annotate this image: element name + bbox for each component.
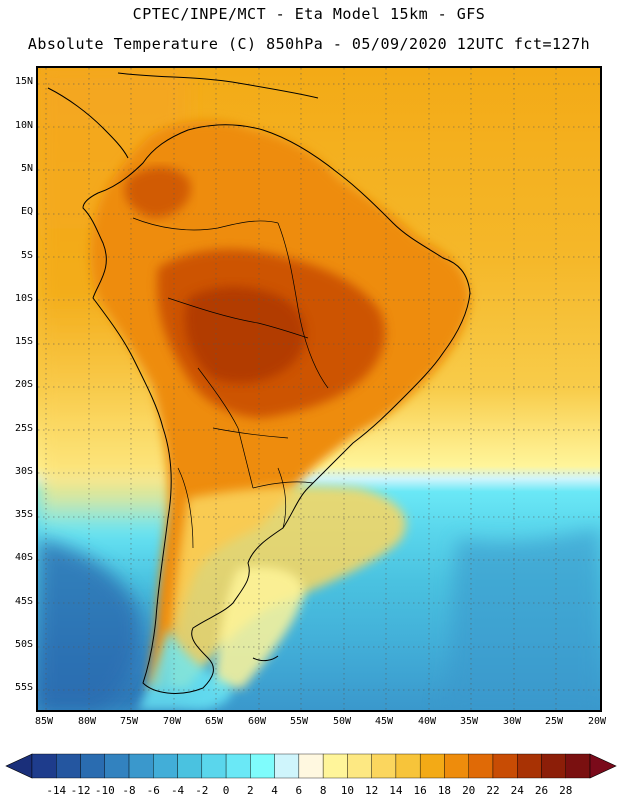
- legend-tick-label: -10: [94, 784, 115, 797]
- lat-label-45s: 45S: [14, 596, 33, 607]
- legend-tick-label: -12: [70, 784, 91, 797]
- legend-tick-label: 2: [247, 784, 254, 797]
- map-panel: [36, 66, 602, 712]
- legend-swatch: [250, 753, 275, 779]
- legend-swatch: [322, 753, 348, 779]
- lon-label-65w: 65W: [204, 716, 224, 727]
- legend-swatch: [541, 753, 566, 779]
- legend-swatch: [80, 753, 105, 779]
- legend-arrow-left: [5, 753, 33, 779]
- temperature-legend: [5, 753, 617, 779]
- lat-label-20s: 20S: [14, 379, 33, 390]
- legend-tick-label: 14: [389, 784, 403, 797]
- legend-swatch: [177, 753, 203, 779]
- legend-tick-label: 22: [486, 784, 500, 797]
- legend-tick-label: 20: [462, 784, 476, 797]
- coastlines: [47, 72, 471, 694]
- legend-tick-label: 8: [319, 784, 327, 797]
- lat-label-5n: 5N: [20, 163, 33, 174]
- legend-tick-label: 10: [340, 784, 355, 797]
- legend-swatch: [395, 753, 421, 779]
- lon-label-60w: 60W: [247, 716, 267, 727]
- caribbean-islands: [117, 72, 319, 99]
- lon-label-40w: 40W: [417, 716, 437, 727]
- lat-label-25s: 25S: [14, 423, 33, 434]
- lon-label-35w: 35W: [459, 716, 479, 727]
- legend-tick-label: 18: [437, 784, 452, 797]
- lat-label-15n: 15N: [14, 76, 33, 87]
- legend-tick-label: 26: [534, 784, 549, 797]
- country-borders: [132, 217, 329, 549]
- lon-label-85w: 85W: [34, 716, 54, 727]
- legend-tick-label: -2: [195, 784, 209, 797]
- legend-tick-label: 24: [510, 784, 524, 797]
- lon-label-30w: 30W: [502, 716, 522, 727]
- lon-label-80w: 80W: [77, 716, 97, 727]
- legend-tick-label: 0: [222, 784, 230, 797]
- legend-swatch: [56, 753, 81, 779]
- legend-swatch: [444, 753, 469, 779]
- legend-tick-label: -6: [146, 784, 160, 797]
- legend-arrow-right: [589, 753, 617, 779]
- legend-tick-label: -8: [122, 784, 136, 797]
- legend-tick-label: 4: [271, 784, 278, 797]
- legend-swatch: [419, 753, 445, 779]
- cold-pool-atlantic: [438, 528, 600, 710]
- lat-label-5s: 5S: [20, 250, 33, 261]
- graticule: [38, 68, 600, 710]
- lon-label-20w: 20W: [587, 716, 607, 727]
- legend-tick-label: 28: [559, 784, 573, 797]
- legend-tick-label: 16: [413, 784, 427, 797]
- lon-label-55w: 55W: [289, 716, 309, 727]
- lon-label-45w: 45W: [374, 716, 394, 727]
- south-america-coast: [82, 124, 471, 694]
- lat-label-15s: 15S: [14, 336, 33, 347]
- legend-swatch: [517, 753, 542, 779]
- lon-label-50w: 50W: [332, 716, 352, 727]
- legend-tick-label: -4: [170, 784, 185, 797]
- legend-swatch: [274, 753, 300, 779]
- legend-tick-label: 12: [365, 784, 379, 797]
- legend-swatch: [298, 753, 324, 779]
- lon-label-75w: 75W: [119, 716, 139, 727]
- legend-swatch: [201, 753, 227, 779]
- lat-label-40s: 40S: [14, 552, 33, 563]
- lat-label-eq: EQ: [20, 206, 33, 217]
- patagonia-band: [213, 566, 304, 688]
- hot-northwest: [124, 166, 191, 218]
- chart-subtitle: Absolute Temperature (C) 850hPa - 05/09/…: [27, 35, 591, 53]
- legend-swatch: [371, 753, 397, 779]
- legend-tick-label: -14: [46, 784, 67, 797]
- legend-swatch: [31, 753, 57, 779]
- legend-swatch: [225, 753, 251, 779]
- legend-swatch: [128, 753, 154, 779]
- legend-swatch: [104, 753, 130, 779]
- legend-swatch: [468, 753, 494, 779]
- lat-label-50s: 50S: [14, 639, 33, 650]
- legend-swatch: [565, 753, 591, 779]
- legend-swatch: [492, 753, 518, 779]
- central-america-coast: [47, 87, 129, 159]
- hot-core-inner: [184, 286, 306, 383]
- legend-swatch: [347, 753, 372, 779]
- lat-label-10s: 10S: [14, 293, 33, 304]
- tip-cold-strip: [138, 628, 232, 710]
- temperature-map: [38, 68, 600, 710]
- legend-swatch: [153, 753, 178, 779]
- legend-tick-label: 6: [295, 784, 303, 797]
- lat-label-55s: 55S: [14, 682, 33, 693]
- lon-label-25w: 25W: [544, 716, 564, 727]
- lon-label-70w: 70W: [162, 716, 182, 727]
- lat-label-30s: 30S: [14, 466, 33, 477]
- lat-label-35s: 35S: [14, 509, 33, 520]
- chart-title: CPTEC/INPE/MCT - Eta Model 15km - GFS: [132, 5, 486, 23]
- lat-label-10n: 10N: [14, 120, 33, 131]
- falklands: [252, 655, 279, 662]
